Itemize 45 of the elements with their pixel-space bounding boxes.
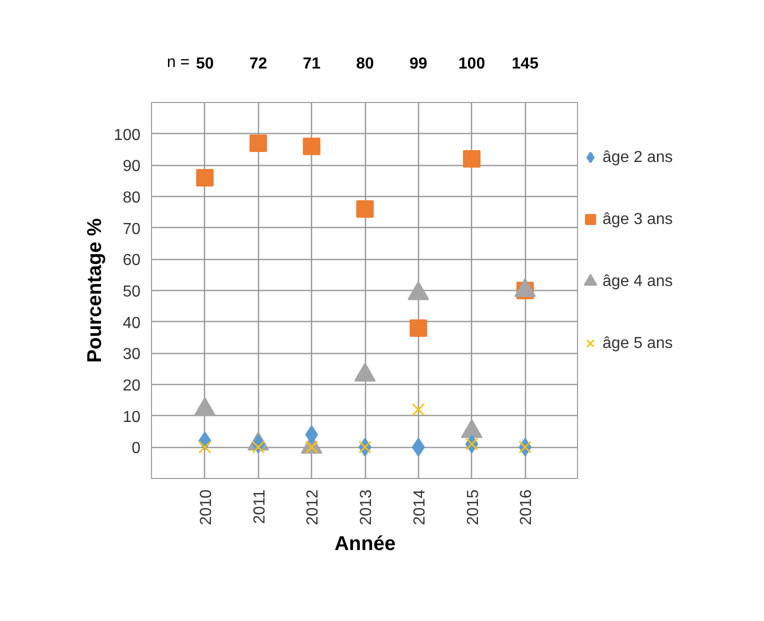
point xyxy=(356,200,374,218)
text: 50 xyxy=(196,56,214,72)
point xyxy=(305,425,318,444)
x-tick-label: 2015 xyxy=(464,489,482,526)
y-tick-label: 50 xyxy=(122,284,141,300)
x-tick-label: 2014 xyxy=(411,489,428,526)
x-tick-label: 2016 xyxy=(518,489,536,526)
text: 80 xyxy=(356,56,374,72)
point xyxy=(196,168,214,186)
point xyxy=(410,319,428,337)
x-axis-title: Année xyxy=(334,533,396,556)
point xyxy=(463,150,480,168)
point xyxy=(412,438,425,456)
y-tick-label: 30 xyxy=(122,346,141,364)
text: n = xyxy=(166,54,190,71)
y-axis-title: Pourcentage % xyxy=(84,218,106,363)
y-tick-label: 60 xyxy=(122,252,141,270)
legend-label: âge 2 ans xyxy=(602,149,673,166)
y-tick-label: 80 xyxy=(122,190,141,206)
y-tick-label: 100 xyxy=(114,126,141,144)
text: 71 xyxy=(302,56,321,72)
text: 72 xyxy=(249,56,268,72)
point xyxy=(358,440,372,454)
text: 99 xyxy=(409,56,428,72)
y-tick-label: 40 xyxy=(122,314,141,332)
legend-label: âge 5 ans xyxy=(602,335,673,352)
point xyxy=(198,440,212,454)
x-tick-label: 2010 xyxy=(198,489,215,526)
x-tick-label: 2013 xyxy=(358,489,375,526)
point xyxy=(302,138,320,156)
x-tick-label: 2011 xyxy=(251,489,268,524)
point xyxy=(465,438,478,450)
y-tick-label: 20 xyxy=(122,378,141,394)
point xyxy=(412,403,425,416)
point xyxy=(518,440,532,454)
point xyxy=(250,134,267,152)
text: 145 xyxy=(512,56,539,72)
y-tick-label: 70 xyxy=(122,220,141,238)
y-tick-label: 0 xyxy=(132,440,141,458)
x-tick-label: 2012 xyxy=(304,489,322,526)
legend-label: âge 4 ans xyxy=(602,273,673,290)
y-tick-label: 10 xyxy=(122,408,141,426)
text: 100 xyxy=(458,56,486,72)
legend-label: âge 3 ans xyxy=(602,211,673,228)
y-tick-label: 90 xyxy=(122,158,141,176)
